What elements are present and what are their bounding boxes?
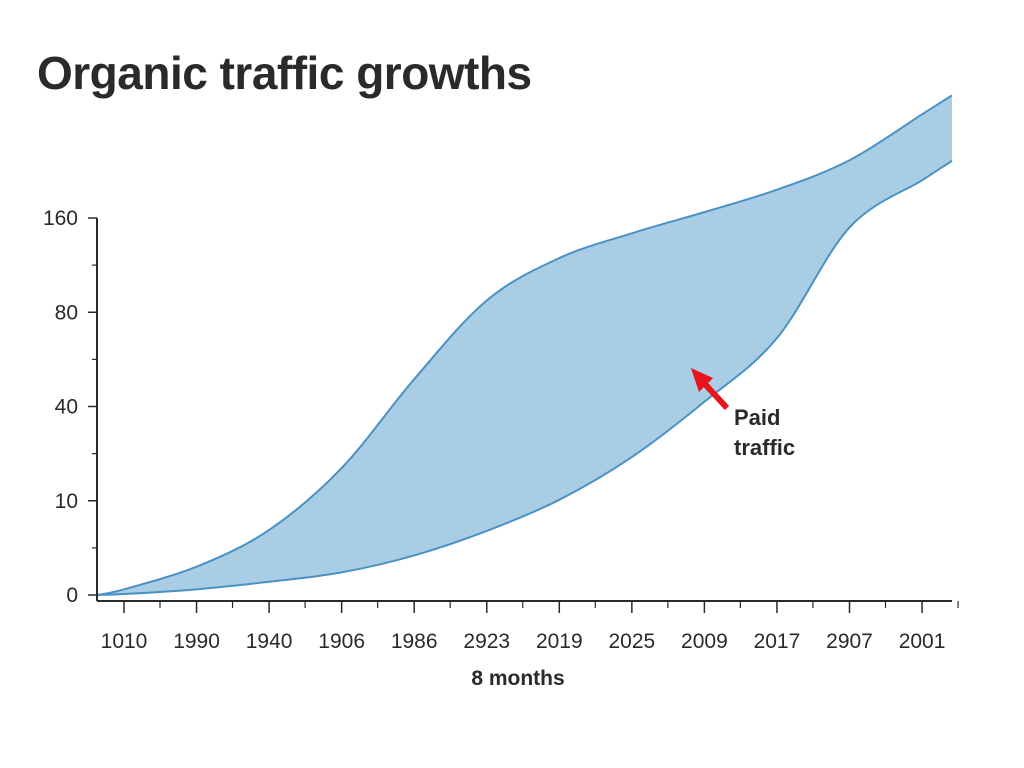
- x-tick-label: 2001: [899, 630, 946, 653]
- annotation-paid-traffic: Paid traffic: [691, 368, 795, 460]
- annotation-arrow-head: [691, 368, 713, 392]
- annotation-text-line2: traffic: [734, 435, 795, 460]
- x-tick-label: 1940: [246, 630, 293, 653]
- chart-title: Organic traffic growths: [37, 47, 532, 99]
- y-tick-label: 10: [55, 490, 78, 513]
- x-tick-label: 2025: [608, 630, 655, 653]
- x-tick-label: 2009: [681, 630, 728, 653]
- y-tick-label: 0: [66, 584, 78, 607]
- annotation-text-line1: Paid: [734, 405, 780, 430]
- x-tick-label: 1010: [101, 630, 148, 653]
- x-tick-label: 2017: [754, 630, 801, 653]
- x-tick-label: 2907: [826, 630, 873, 653]
- x-tick-label: 2019: [536, 630, 583, 653]
- y-tick-label: 160: [43, 207, 78, 230]
- lower-boundary-line: [96, 160, 953, 596]
- y-tick-label: 40: [55, 396, 78, 419]
- x-tick-label: 1990: [173, 630, 220, 653]
- y-tick-label: 80: [55, 301, 78, 324]
- x-tick-label: 1906: [318, 630, 365, 653]
- area-band: [97, 95, 952, 595]
- x-tick-label: 2923: [463, 630, 510, 653]
- annotation-arrow-shaft: [700, 379, 730, 411]
- x-tick-label: 1986: [391, 630, 438, 653]
- x-axis-label: 8 months: [471, 667, 564, 690]
- upper-boundary-line: [96, 94, 953, 596]
